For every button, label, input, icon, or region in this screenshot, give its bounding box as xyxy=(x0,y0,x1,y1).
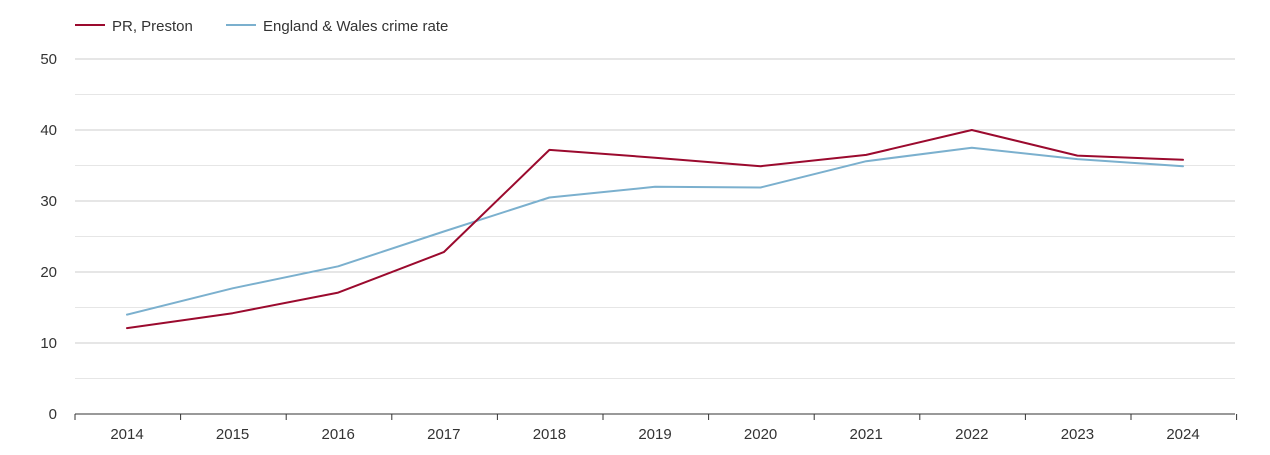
x-tick-label: 2020 xyxy=(744,426,777,443)
x-tick-label: 2018 xyxy=(533,426,566,443)
legend-label-pr-preston: PR, Preston xyxy=(112,18,193,35)
x-tick-label: 2016 xyxy=(322,426,355,443)
x-tick-label: 2024 xyxy=(1166,426,1199,443)
grid-layer xyxy=(75,58,1235,379)
x-tick-label: 2021 xyxy=(850,426,883,443)
x-tick-label: 2014 xyxy=(110,426,143,443)
y-tick-label: 30 xyxy=(40,193,57,210)
legend: PR, Preston England & Wales crime rate xyxy=(75,18,448,35)
y-tick-label: 0 xyxy=(49,406,57,423)
y-tick-label: 40 xyxy=(40,122,57,139)
series-line-england-wales xyxy=(126,146,1184,316)
axis-layer: 0 10 20 30 40 50 2014 2015 2016 2017 2018 2019 2020 2… xyxy=(40,51,1238,443)
series-layer xyxy=(126,129,1184,330)
x-tick-label: 2023 xyxy=(1061,426,1094,443)
y-tick-label: 10 xyxy=(40,335,57,352)
x-tick-label: 2022 xyxy=(955,426,988,443)
y-tick-label: 50 xyxy=(40,51,57,68)
x-tick-label: 2019 xyxy=(638,426,671,443)
y-tick-label: 20 xyxy=(40,264,57,281)
x-tick-label: 2017 xyxy=(427,426,460,443)
x-tick-label: 2015 xyxy=(216,426,249,443)
legend-label-england-wales: England & Wales crime rate xyxy=(263,18,448,35)
series-line-pr-preston xyxy=(126,129,1184,330)
